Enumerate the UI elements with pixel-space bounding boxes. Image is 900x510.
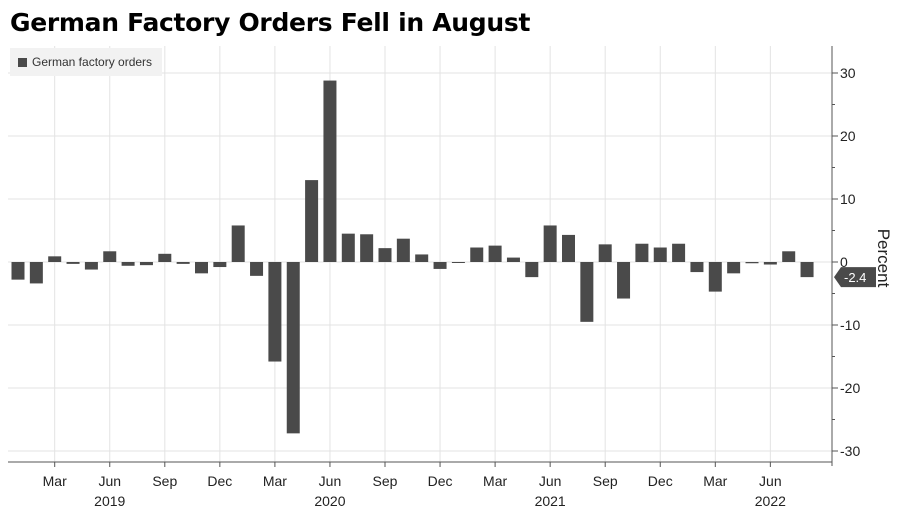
x-tick-label: Sep [593,473,618,489]
bar [195,262,208,274]
bar [231,225,245,262]
y-tick-label: -30 [840,443,860,459]
bar [782,251,796,262]
x-year-label: 2019 [94,493,125,509]
y-tick-label: 0 [840,254,848,270]
x-tick-label: Dec [428,473,453,489]
bar [708,262,722,292]
bar [635,243,649,262]
bar [84,262,98,270]
x-tick-label: Mar [483,473,507,489]
bar [617,262,631,299]
bar [66,262,80,264]
bar [378,248,392,262]
bar [268,262,282,362]
y-tick-label: 30 [840,65,856,81]
bar [727,262,741,274]
bar [396,238,410,262]
x-year-label: 2022 [755,493,786,509]
legend-label: German factory orders [32,55,153,69]
last-value-tag [834,267,876,288]
bar [250,262,264,276]
bar [470,247,484,262]
bar [488,245,502,262]
y-axis: 30 20 10 0 -10 -20 -30 [831,46,860,466]
bar [800,262,814,278]
bar [690,262,704,273]
bar [745,262,759,264]
y-tick-label: -10 [840,317,860,333]
bar [360,234,374,262]
bar [213,262,227,268]
grid-lines [8,46,832,462]
bar [323,80,337,262]
bar [580,262,594,322]
x-axis: Mar Jun Sep Dec Mar Jun Sep Dec Mar Jun Sep Dec Mar J… [8,461,832,509]
bar [158,253,172,262]
bar [103,251,117,262]
x-tick-label: Dec [648,473,673,489]
x-tick-label: Mar [703,473,727,489]
x-year-label: 2021 [535,493,566,509]
bar [415,254,429,262]
last-value-label: -2.4 [844,270,866,285]
bar [341,233,355,262]
bar [543,225,557,262]
bar [653,247,667,262]
x-tick-label: Jun [98,473,121,489]
bar [305,180,319,262]
bars [11,80,814,434]
bar [451,262,465,263]
y-tick-label: -20 [840,380,860,396]
x-tick-label: Jun [539,473,562,489]
x-year-label: 2020 [314,493,345,509]
bar [48,256,62,262]
y-axis-label: Percent [874,229,893,288]
x-tick-label: Mar [263,473,287,489]
legend-swatch [18,57,27,67]
bar [29,262,43,284]
bar [672,243,686,262]
x-tick-label: Jun [759,473,782,489]
y-tick-label: 20 [840,128,856,144]
bar [598,244,612,262]
chart-title: German Factory Orders Fell in August [10,8,531,37]
x-tick-label: Sep [373,473,398,489]
bar [525,262,539,278]
x-tick-label: Jun [319,473,342,489]
x-tick-label: Dec [207,473,232,489]
x-tick-label: Mar [43,473,67,489]
bar [121,262,135,266]
bar [506,257,520,262]
bar [176,262,190,264]
bar [286,262,300,434]
last-value-callout: -2.4 [834,267,876,288]
y-tick-label: 10 [840,191,856,207]
bar [139,262,153,266]
bar [763,262,777,265]
bar [433,262,447,269]
x-tick-label: Sep [152,473,177,489]
legend: German factory orders [10,48,163,76]
bar [11,262,25,280]
bar [562,234,575,262]
